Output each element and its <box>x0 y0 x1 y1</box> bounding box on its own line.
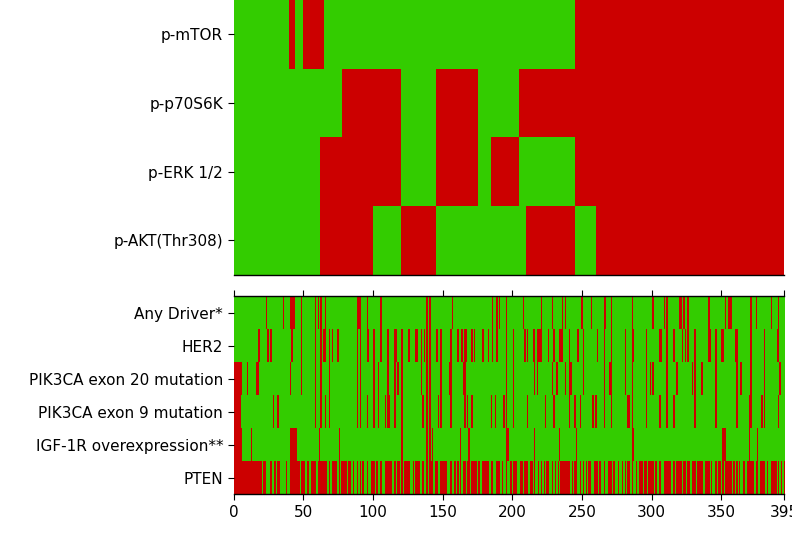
Bar <box>436 206 526 274</box>
Bar <box>575 206 596 274</box>
Bar <box>401 206 436 274</box>
Bar <box>401 69 436 137</box>
Bar <box>373 206 401 274</box>
Bar <box>575 137 784 206</box>
Bar <box>596 206 784 274</box>
Bar <box>234 206 320 274</box>
Bar <box>520 137 575 206</box>
Bar <box>324 0 575 69</box>
Bar <box>234 69 342 137</box>
Bar <box>520 69 784 137</box>
Bar <box>320 137 401 206</box>
Bar <box>320 206 373 274</box>
Bar <box>492 137 520 206</box>
Bar <box>234 137 320 206</box>
Bar <box>436 137 478 206</box>
Bar <box>526 206 575 274</box>
Bar <box>478 137 492 206</box>
Bar <box>342 69 401 137</box>
Bar <box>295 0 303 69</box>
Bar <box>401 137 436 206</box>
Bar <box>289 0 295 69</box>
Bar <box>303 0 324 69</box>
Bar <box>575 0 784 69</box>
Bar <box>478 69 520 137</box>
Bar <box>234 0 289 69</box>
Bar <box>436 69 478 137</box>
